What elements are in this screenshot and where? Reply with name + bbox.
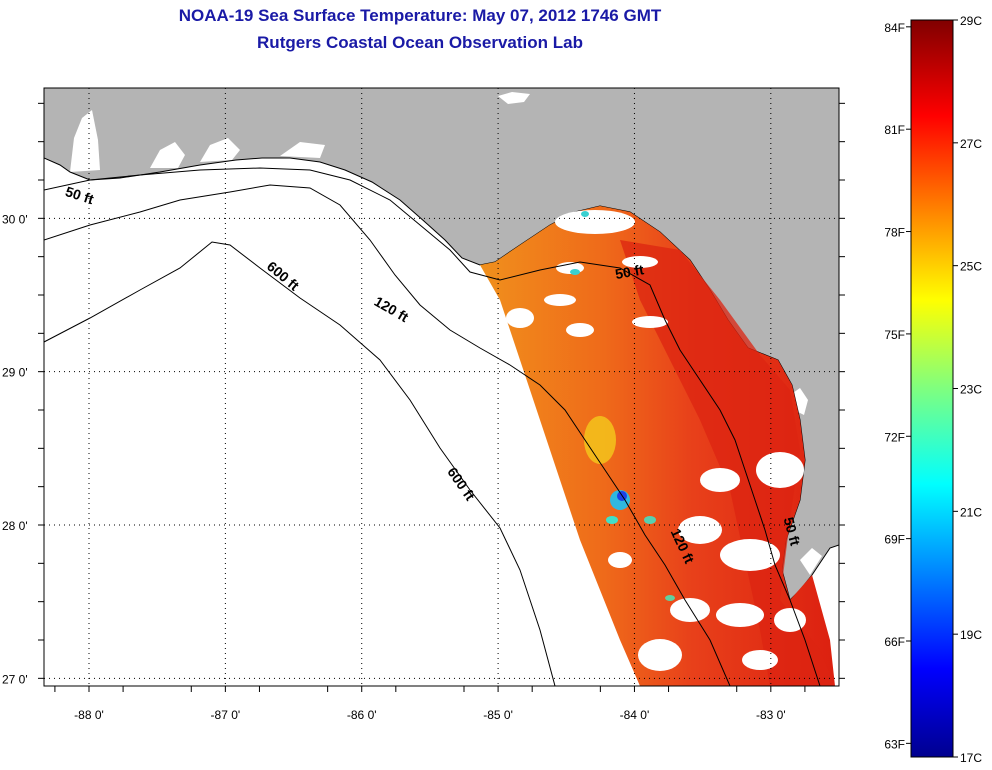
contour-50ft bbox=[44, 167, 821, 686]
plot-area bbox=[44, 88, 839, 686]
map-subtitle: Rutgers Coastal Ocean Observation Lab bbox=[257, 33, 583, 52]
cloud-gaps bbox=[506, 210, 806, 671]
lon-tick-label: -83 0' bbox=[756, 708, 786, 722]
colorbar-c-label: 27C bbox=[960, 137, 982, 151]
colorbar-f-label: 63F bbox=[884, 737, 905, 751]
contour-600ft bbox=[44, 241, 556, 686]
colorbar-f-label: 69F bbox=[884, 533, 905, 547]
colorbar-c-label: 17C bbox=[960, 751, 982, 765]
colorbar-c-label: 23C bbox=[960, 383, 982, 397]
lat-tick-label: 29 0' bbox=[2, 366, 28, 380]
contour-label: 50 ft bbox=[614, 261, 645, 282]
axis-ticks: -88 0' -87 0' -86 0' -85 0' -84 0' -83 0' 30 0… bbox=[2, 102, 845, 722]
colorbar-f-label: 72F bbox=[884, 430, 905, 444]
colorbar bbox=[910, 19, 954, 758]
lon-tick-label: -84 0' bbox=[620, 708, 650, 722]
colorbar-c-label: 19C bbox=[960, 628, 982, 642]
colorbar-labels: 29C 27C 25C 23C 21C 19C 17C 84F 81F 78F 75F 72F 69F 6… bbox=[884, 14, 982, 765]
colorbar-c-label: 25C bbox=[960, 260, 982, 274]
colorbar-f-label: 75F bbox=[884, 328, 905, 342]
contour-120ft bbox=[44, 184, 731, 686]
lon-tick-label: -85 0' bbox=[483, 708, 513, 722]
colorbar-c-label: 21C bbox=[960, 505, 982, 519]
lon-tick-label: -86 0' bbox=[347, 708, 377, 722]
colorbar-f-label: 78F bbox=[884, 226, 905, 240]
colorbar-c-label: 29C bbox=[960, 14, 982, 28]
map-title: NOAA-19 Sea Surface Temperature: May 07,… bbox=[178, 6, 662, 25]
colorbar-f-label: 81F bbox=[884, 123, 905, 137]
lat-tick-label: 27 0' bbox=[2, 672, 28, 686]
lat-tick-label: 30 0' bbox=[2, 212, 28, 226]
plot-frame bbox=[43, 87, 840, 687]
lon-tick-label: -87 0' bbox=[211, 708, 241, 722]
contour-label: 50 ft bbox=[781, 515, 804, 547]
land-area bbox=[44, 88, 839, 600]
lon-tick-label: -88 0' bbox=[74, 708, 104, 722]
lat-tick-label: 28 0' bbox=[2, 519, 28, 533]
colorbar-f-label: 84F bbox=[884, 21, 905, 35]
colorbar-f-label: 66F bbox=[884, 635, 905, 649]
